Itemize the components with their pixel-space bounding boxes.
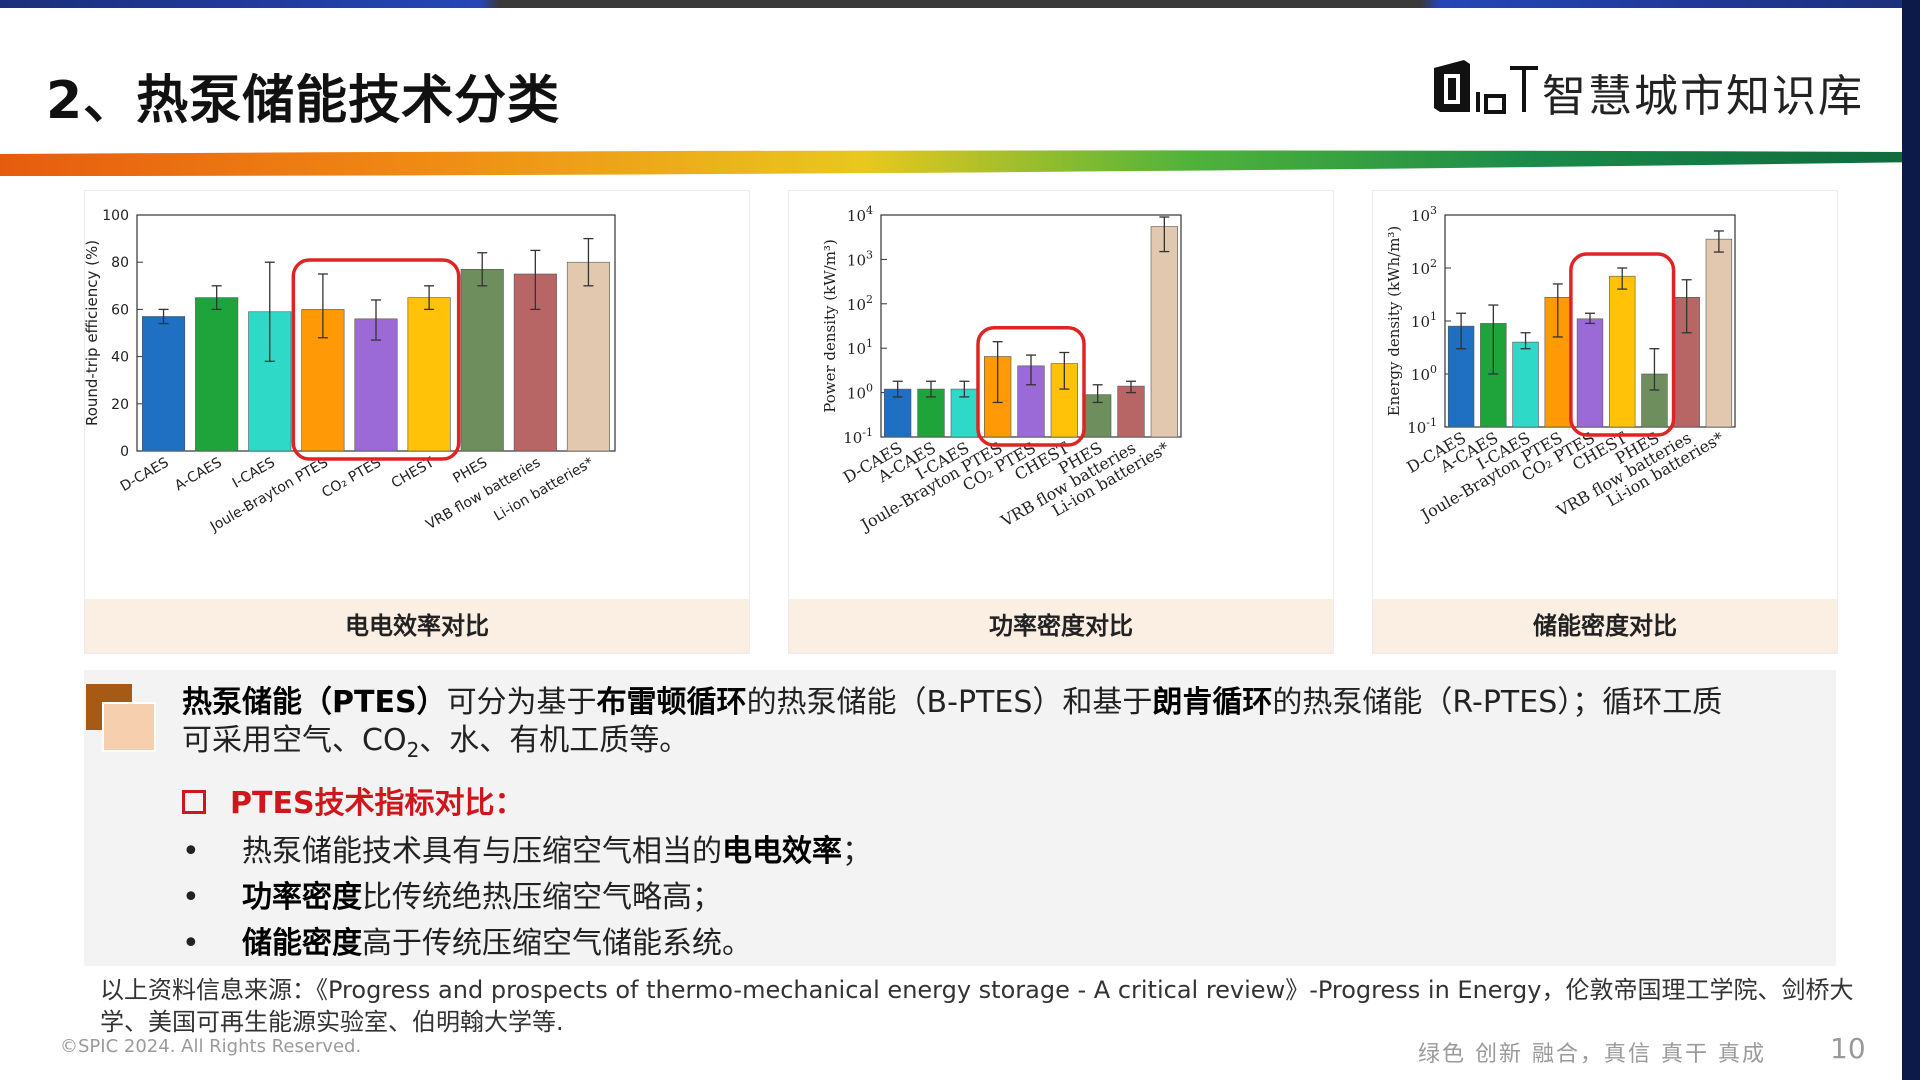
para-text: 、水、有机工质等。 [419, 723, 690, 758]
y-axis-label: Round-trip efficiency (%) [85, 240, 101, 426]
bar [460, 268, 504, 452]
y-tick-label: 103 [1411, 204, 1437, 225]
logo-text: 智慧城市知识库 [1542, 71, 1864, 122]
bar [142, 316, 186, 452]
screen-edge [1902, 0, 1920, 1080]
source-note: 以上资料信息来源：《Progress and prospects of ther… [100, 976, 1854, 1036]
chart-panel-efficiency: 0 20 40 60 80 100 Round-trip efficiency (%) D-C… [84, 190, 750, 654]
category-label: PHES [450, 455, 490, 487]
chart-caption: 功率密度对比 [789, 599, 1333, 653]
bar [1705, 238, 1733, 428]
para-text: 的热泵储能（R-PTES）；循环工质 [1272, 685, 1723, 720]
y-tick-label: 100 [102, 208, 129, 224]
y-tick-label: 101 [1411, 310, 1437, 331]
highlight-box [976, 325, 1086, 447]
para-text: 的热泵储能（B-PTES）和基于 [746, 685, 1153, 720]
para-text: 可采用空气、CO [182, 723, 407, 758]
bullet-item: • 功率密度比传统绝热压缩空气略高； [182, 872, 722, 916]
logo-mark-icon [1434, 60, 1538, 114]
chart-caption: 储能密度对比 [1373, 599, 1837, 653]
bar [566, 261, 610, 452]
bold-ptes: 热泵储能（PTES） [182, 685, 447, 720]
y-tick-label: 40 [111, 350, 129, 366]
y-tick-label: 80 [111, 255, 129, 271]
checkbox-square-icon [182, 789, 206, 814]
page-number: 10 [1830, 1032, 1866, 1065]
highlight-box [1569, 252, 1676, 437]
bullet-bold: 电电效率 [722, 834, 842, 869]
bullet-bold: 储能密度 [242, 926, 362, 961]
y-tick-label: 20 [111, 397, 129, 413]
para-text: 可分为基于 [446, 685, 597, 720]
bullet-dot: • [182, 834, 200, 869]
bullet-text: 高于传统压缩空气储能系统。 [362, 926, 752, 961]
title-divider-swoosh [0, 150, 1920, 176]
chart-caption: 电电效率对比 [85, 599, 749, 653]
bullet-dot: • [182, 926, 200, 961]
bullet-text: 比传统绝热压缩空气略高； [362, 880, 722, 915]
bar [354, 318, 398, 452]
bar [407, 297, 451, 452]
bullet-item: • 热泵储能技术具有与压缩空气相当的电电效率； [182, 826, 872, 870]
bullet-item: • 储能密度高于传统压缩空气储能系统。 [182, 918, 752, 962]
bar [195, 297, 239, 452]
y-tick-label: 100 [1411, 363, 1437, 384]
bar [1576, 318, 1604, 428]
bullet-bold: 功率密度 [242, 880, 362, 915]
bold-brayton: 布雷顿循环 [596, 685, 747, 720]
y-tick-label: 104 [847, 204, 873, 225]
y-tick-label: 60 [111, 302, 129, 318]
highlight-box [291, 258, 461, 461]
chart-panel-power-density: 10-1 100 101 102 103 104 Power density (kW/m³)… [788, 190, 1334, 654]
bar [1512, 341, 1539, 428]
para-subscript: 2 [406, 738, 420, 762]
y-axis-label: Power density (kW/m³) [821, 239, 839, 413]
y-tick-label: 100 [847, 382, 873, 403]
y-tick-label: 102 [1411, 257, 1437, 278]
bullet-text: 热泵储能技术具有与压缩空气相当的 [242, 834, 722, 869]
top-bar [0, 0, 1920, 8]
category-label: Li-ion batteries* [491, 455, 596, 525]
category-label: D-CAES [118, 455, 172, 495]
bar [1609, 275, 1636, 428]
logo: 智慧城市知识库 [1430, 56, 1870, 122]
y-tick-label: 102 [847, 293, 873, 314]
y-tick-label: 10-1 [843, 426, 873, 447]
category-label: CO₂ PTES [319, 455, 384, 502]
y-axis-label: Energy density (kWh/m³) [1385, 226, 1403, 417]
chart-power-density: 10-1 100 101 102 103 104 Power density (kW/m³)… [821, 204, 1182, 535]
sub-heading-text: PTES技术指标对比： [230, 786, 525, 821]
footer-slogan: 绿色 创新 融合，真信 真干 真成 [1418, 1042, 1766, 1067]
footer-copyright: ©SPIC 2024. All Rights Reserved. [60, 1036, 362, 1057]
summary-paragraph: 热泵储能（PTES）可分为基于布雷顿循环的热泵储能（B-PTES）和基于朗肯循环… [182, 684, 1822, 769]
y-tick-label: 0 [120, 444, 129, 460]
bullet-dot: • [182, 880, 200, 915]
y-tick-label: 10-1 [1407, 416, 1437, 437]
category-label: A-CAES [172, 455, 225, 495]
slide-title: 2、热泵储能技术分类 [46, 71, 561, 131]
y-tick-label: 101 [847, 337, 873, 358]
summary-box [84, 670, 1836, 966]
bar [1150, 226, 1178, 438]
chart-panel-energy-density: 10-1 100 101 102 103 Energy density (kWh/m³) D… [1372, 190, 1838, 654]
bullet-text: ； [842, 834, 872, 869]
bar [1117, 385, 1145, 438]
bold-rankine: 朗肯循环 [1152, 685, 1273, 720]
sub-heading: PTES技术指标对比： [182, 778, 525, 822]
y-tick-label: 103 [847, 248, 873, 269]
decor-square-light-icon [102, 702, 156, 752]
